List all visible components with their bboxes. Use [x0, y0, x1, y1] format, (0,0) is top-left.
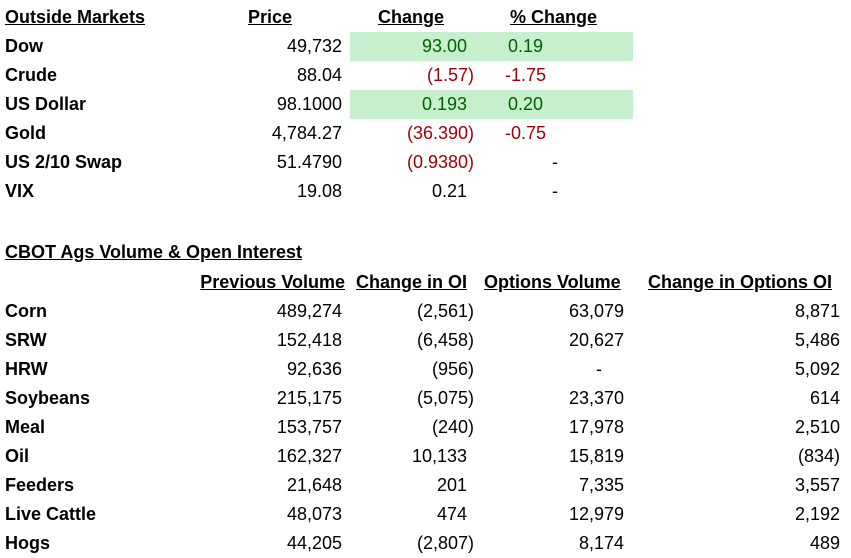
previous-volume: 48,073 — [286, 504, 342, 524]
header-change: Change — [378, 7, 445, 27]
market-change: 93.00 — [421, 36, 467, 56]
market-name: Crude — [5, 65, 58, 85]
previous-volume: 489,274 — [276, 301, 342, 321]
previous-volume: 21,648 — [286, 475, 342, 495]
commodity-name: Oil — [5, 446, 30, 466]
change-in-oi: (240) — [431, 417, 474, 437]
market-price: 49,732 — [286, 36, 342, 56]
market-change: 0.193 — [421, 94, 467, 114]
options-volume: 12,979 — [568, 504, 624, 524]
previous-volume: 162,327 — [276, 446, 342, 466]
change-in-oi: 10,133 — [411, 446, 467, 466]
options-volume: 20,627 — [568, 330, 624, 350]
cbot-title: CBOT Ags Volume & Open Interest — [5, 242, 303, 262]
change-in-options-oi: 2,192 — [794, 504, 840, 524]
change-in-oi: (6,458) — [416, 330, 474, 350]
change-in-options-oi: 5,092 — [794, 359, 840, 379]
market-price: 19.08 — [296, 181, 342, 201]
commodity-name: Feeders — [5, 475, 75, 495]
previous-volume: 92,636 — [286, 359, 342, 379]
change-in-options-oi: 2,510 — [794, 417, 840, 437]
market-pct-change: -0.75 — [505, 123, 547, 143]
market-price: 88.04 — [296, 65, 342, 85]
highlight-dow — [350, 32, 633, 61]
options-volume: 63,079 — [568, 301, 624, 321]
header-pct-change: % Change — [510, 7, 598, 27]
change-in-options-oi: (834) — [797, 446, 840, 466]
options-volume: 23,370 — [568, 388, 624, 408]
previous-volume: 153,757 — [276, 417, 342, 437]
change-in-oi: 201 — [436, 475, 467, 495]
market-change: (36.390) — [406, 123, 474, 143]
previous-volume: 215,175 — [276, 388, 342, 408]
market-change: 0.21 — [431, 181, 467, 201]
options-volume: - — [596, 359, 602, 379]
change-in-options-oi: 5,486 — [794, 330, 840, 350]
options-volume: 17,978 — [568, 417, 624, 437]
change-in-oi: 474 — [436, 504, 467, 524]
commodity-name: HRW — [5, 359, 48, 379]
change-in-oi: (2,561) — [416, 301, 474, 321]
commodity-name: SRW — [5, 330, 47, 350]
change-in-oi: (5,075) — [416, 388, 474, 408]
options-volume: 7,335 — [578, 475, 624, 495]
change-in-options-oi: 8,871 — [794, 301, 840, 321]
options-volume: 15,819 — [568, 446, 624, 466]
options-volume: 8,174 — [578, 533, 624, 553]
market-change: (1.57) — [426, 65, 474, 85]
header-change-in-options-oi: Change in Options OI — [648, 272, 832, 292]
change-in-oi: (956) — [431, 359, 474, 379]
change-in-oi: (2,807) — [416, 533, 474, 553]
market-name: US 2/10 Swap — [5, 152, 123, 172]
market-pct-change: - — [552, 152, 558, 172]
market-price: 51.4790 — [276, 152, 342, 172]
market-name: US Dollar — [5, 94, 87, 114]
market-name: Dow — [5, 36, 43, 56]
market-pct-change: 0.20 — [508, 94, 544, 114]
change-in-options-oi: 614 — [809, 388, 840, 408]
commodity-name: Hogs — [5, 533, 50, 553]
change-in-options-oi: 3,557 — [794, 475, 840, 495]
outside-markets-title: Outside Markets — [5, 7, 146, 27]
market-name: Gold — [5, 123, 46, 143]
commodity-name: Meal — [5, 417, 46, 437]
market-change: (0.9380) — [406, 152, 474, 172]
change-in-options-oi: 489 — [809, 533, 840, 553]
commodity-name: Live Cattle — [5, 504, 97, 524]
header-price: Price — [248, 7, 293, 27]
header-change-in-oi: Change in OI — [356, 272, 468, 292]
header-previous-volume: Previous Volume — [200, 272, 345, 292]
market-pct-change: -1.75 — [505, 65, 547, 85]
commodity-name: Soybeans — [5, 388, 91, 408]
market-name: VIX — [5, 181, 35, 201]
market-price: 4,784.27 — [271, 123, 342, 143]
previous-volume: 152,418 — [276, 330, 342, 350]
header-options-volume: Options Volume — [484, 272, 621, 292]
highlight-us-dollar — [350, 90, 633, 119]
market-pct-change: - — [552, 181, 558, 201]
market-pct-change: 0.19 — [508, 36, 544, 56]
commodity-name: Corn — [5, 301, 47, 321]
market-price: 98.1000 — [276, 94, 342, 114]
previous-volume: 44,205 — [286, 533, 342, 553]
